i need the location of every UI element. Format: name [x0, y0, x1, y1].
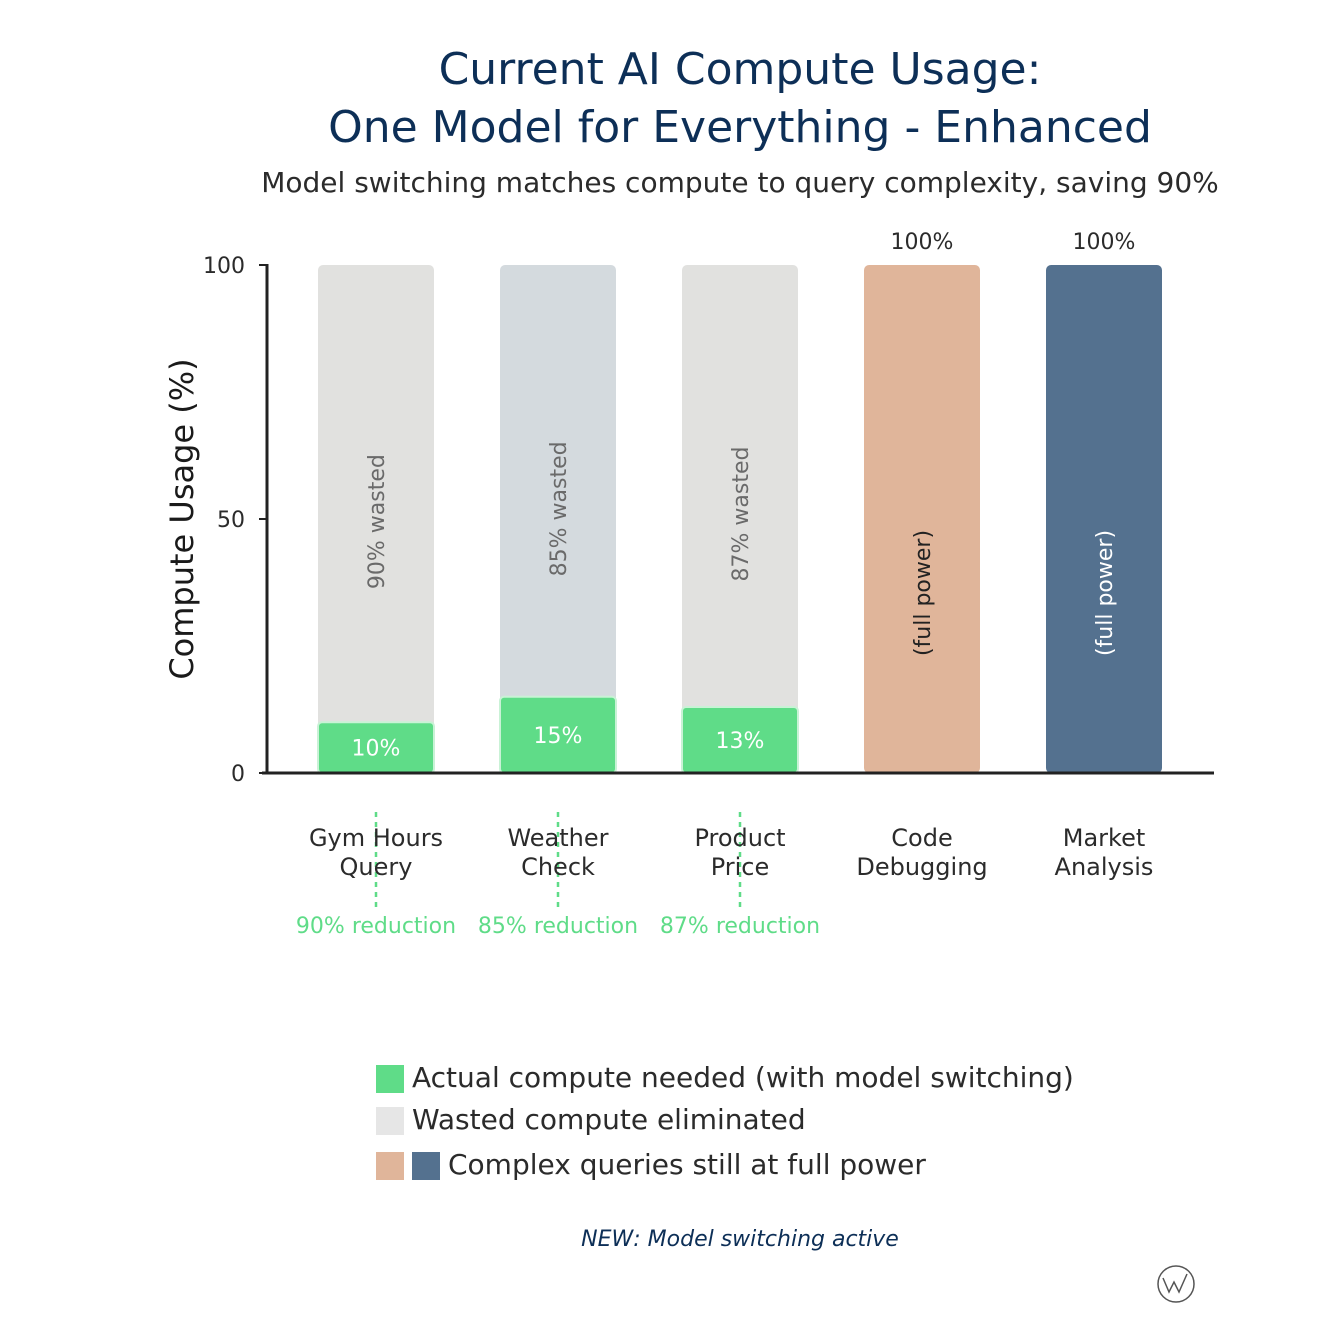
bar-full-power-label: (full power) [1093, 530, 1118, 656]
legend: Actual compute needed (with model switch… [376, 1061, 1074, 1181]
y-tick-label: 50 [217, 508, 245, 533]
x-category-label: Query [340, 853, 413, 881]
x-category-label: Weather [507, 824, 608, 852]
bar-value-label: 10% [352, 737, 401, 762]
reduction-label: 85% reduction [478, 914, 638, 939]
bar-full-power-label: (full power) [911, 530, 936, 656]
y-tick-label: 0 [231, 762, 245, 787]
bar-wasted [500, 265, 616, 773]
x-category-label: Code [891, 824, 952, 852]
bar-full-power [864, 265, 980, 773]
bars-layer [317, 265, 1162, 775]
legend-item-label: Actual compute needed (with model switch… [412, 1061, 1074, 1094]
chart-title-line2: One Model for Everything - Enhanced [328, 102, 1152, 153]
legend-swatch [376, 1152, 404, 1180]
footer-note: NEW: Model switching active [581, 1227, 899, 1252]
bar-wasted-label: 90% wasted [365, 454, 390, 589]
x-category-label: Price [711, 853, 770, 881]
ticks-layer: 0 50 100 [203, 254, 267, 787]
bar-full-power [1046, 265, 1162, 773]
legend-swatch [376, 1107, 404, 1135]
reduction-label: 87% reduction [660, 914, 820, 939]
chart-subtitle: Model switching matches compute to query… [261, 166, 1219, 199]
legend-swatch [376, 1065, 404, 1093]
reduction-label: 90% reduction [296, 914, 456, 939]
legend-item-label: Complex queries still at full power [448, 1148, 926, 1181]
legend-swatch [412, 1152, 440, 1180]
x-category-label: Gym Hours [309, 824, 443, 852]
y-tick-label: 100 [203, 254, 245, 279]
bar-value-label: 13% [716, 729, 765, 754]
bar-top-label: 100% [1073, 230, 1136, 255]
labels-layer: 10% 90% wasted 90% reduction Gym HoursQuery… [296, 230, 1154, 939]
x-category-label: Debugging [856, 853, 987, 881]
legend-item-label: Wasted compute eliminated [412, 1103, 806, 1136]
bar-wasted-label: 85% wasted [547, 441, 572, 576]
bar-wasted [682, 265, 798, 773]
watermark-logo-icon [1157, 1265, 1195, 1303]
x-category-label: Analysis [1055, 853, 1154, 881]
bar-wasted-label: 87% wasted [729, 446, 754, 581]
bar-top-label: 100% [891, 230, 954, 255]
chart-title-line1: Current AI Compute Usage: [439, 44, 1042, 95]
x-category-label: Market [1063, 824, 1146, 852]
x-category-label: Check [521, 853, 595, 881]
y-axis-label: Compute Usage (%) [163, 358, 201, 679]
x-category-label: Product [694, 824, 785, 852]
bar-value-label: 15% [534, 724, 583, 749]
bar-wasted [318, 265, 434, 773]
